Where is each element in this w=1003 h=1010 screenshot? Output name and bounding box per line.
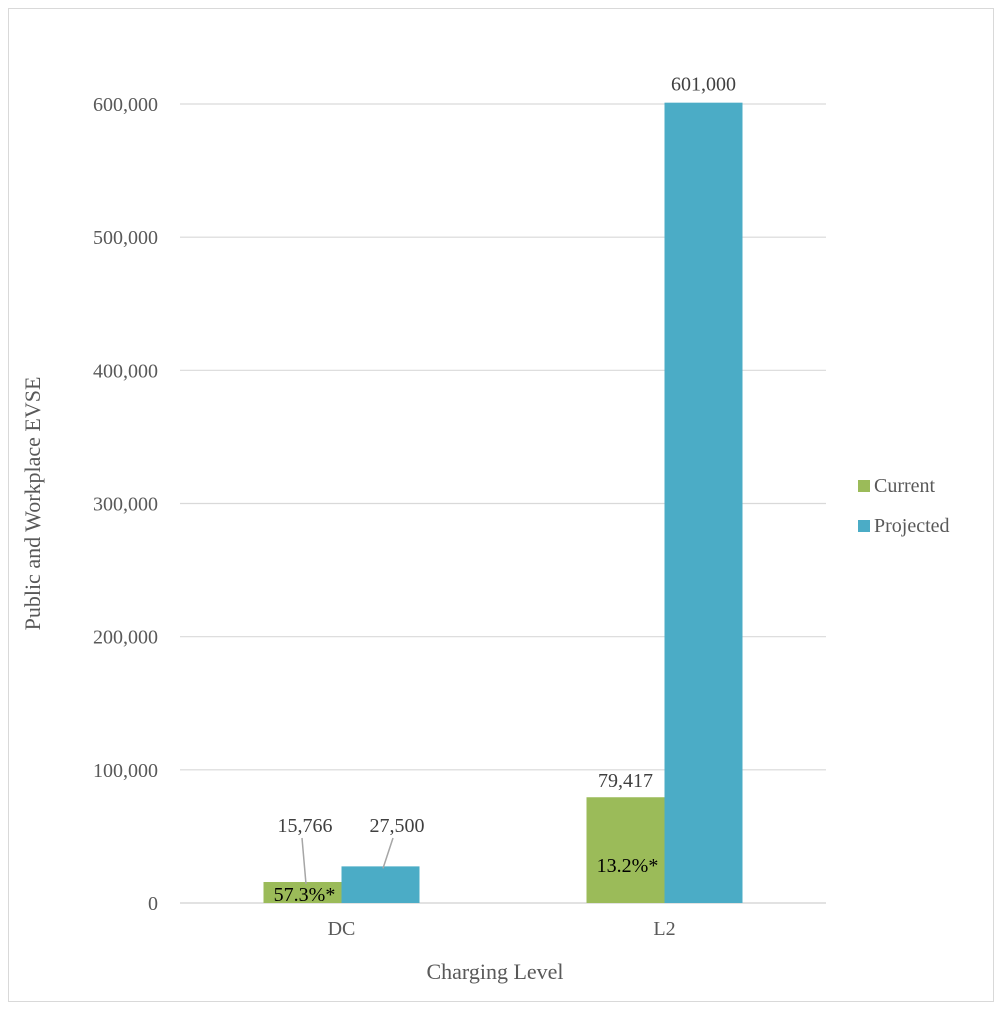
y-tick-label: 300,000 (93, 494, 158, 516)
bar-current-l2 (586, 797, 665, 903)
y-tick-label: 500,000 (93, 227, 158, 249)
legend-label-projected: Projected (874, 515, 950, 537)
legend-swatch-projected (858, 520, 870, 532)
leader-line-projected-dc (382, 837, 394, 869)
data-label-projected-dc: 27,500 (370, 815, 425, 837)
bar-projected-dc (341, 866, 420, 903)
data-label-current-dc: 15,766 (278, 815, 333, 837)
y-tick-label: 400,000 (93, 360, 158, 382)
legend-label-current: Current (874, 475, 936, 497)
bars (263, 102, 743, 903)
inner-label-current-l2: 13.2%* (597, 855, 659, 877)
y-tick-label: 100,000 (93, 760, 158, 782)
leader-line-current-dc (301, 837, 307, 885)
y-tick-label: 200,000 (93, 627, 158, 649)
legend: Current Projected (858, 475, 950, 537)
bar-projected-l2 (664, 102, 743, 903)
y-tick-label: 600,000 (93, 94, 158, 116)
y-axis-ticks: 0 100,000 200,000 300,000 400,000 500,000 600,… (93, 94, 158, 915)
x-axis-title: Charging Level (426, 959, 563, 984)
x-axis-ticks: DC L2 (328, 918, 676, 940)
bar-current-dc (263, 882, 342, 903)
inner-label-current-dc: 57.3%* (274, 884, 336, 906)
x-tick-label: DC (328, 918, 356, 940)
chart-frame (8, 8, 994, 1002)
y-axis-title: Public and Workplace EVSE (20, 377, 45, 631)
data-labels: 15,766 57.3%* 27,500 79,417 13.2%* 601,000 (274, 74, 736, 906)
x-tick-label: L2 (653, 918, 675, 940)
data-label-current-l2: 79,417 (598, 770, 653, 792)
legend-swatch-current (858, 480, 870, 492)
data-label-projected-l2: 601,000 (671, 74, 736, 96)
y-tick-label: 0 (148, 893, 158, 915)
